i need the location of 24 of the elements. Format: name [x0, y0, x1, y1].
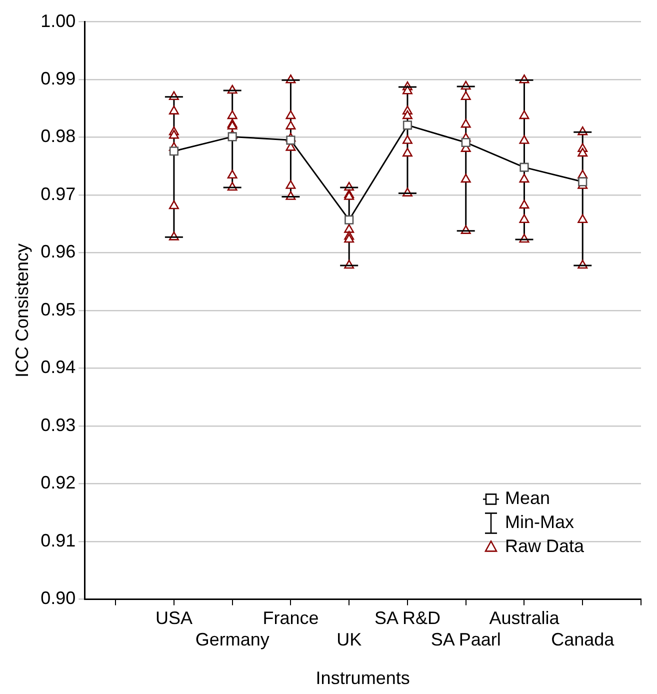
x-tick-label: UK — [336, 630, 362, 650]
y-tick-label: 0.99 — [40, 68, 76, 89]
x-tick-label: USA — [155, 608, 192, 628]
legend-label: Mean — [505, 488, 550, 508]
y-tick-label: 0.91 — [40, 530, 76, 550]
x-axis-title: Instruments — [316, 668, 410, 688]
y-tick-label: 0.93 — [40, 414, 76, 435]
x-tick-label: Australia — [489, 608, 560, 628]
y-tick-label: 0.95 — [40, 299, 76, 320]
annotation: Min-Max — [505, 512, 574, 532]
legend-label: Raw Data — [505, 536, 586, 556]
y-tick-label: 1.00 — [40, 10, 76, 31]
y-tick-label: 0.92 — [40, 472, 76, 493]
x-tick-label: Canada — [551, 630, 616, 650]
y-tick-label: 0.96 — [40, 242, 76, 262]
x-tick-label: SA R&D — [374, 608, 440, 628]
y-tick-label: 0.97 — [40, 184, 76, 204]
y-tick-label: 0.90 — [40, 588, 76, 608]
y-tick-label: 0.98 — [40, 126, 76, 146]
y-tick-label: 0.94 — [40, 357, 76, 378]
y-axis-title: ICC Consistency — [12, 243, 32, 378]
x-tick-label: Germany — [195, 630, 270, 650]
x-tick-label: France — [262, 608, 319, 628]
x-tick-label: SA Paarl — [430, 630, 501, 650]
